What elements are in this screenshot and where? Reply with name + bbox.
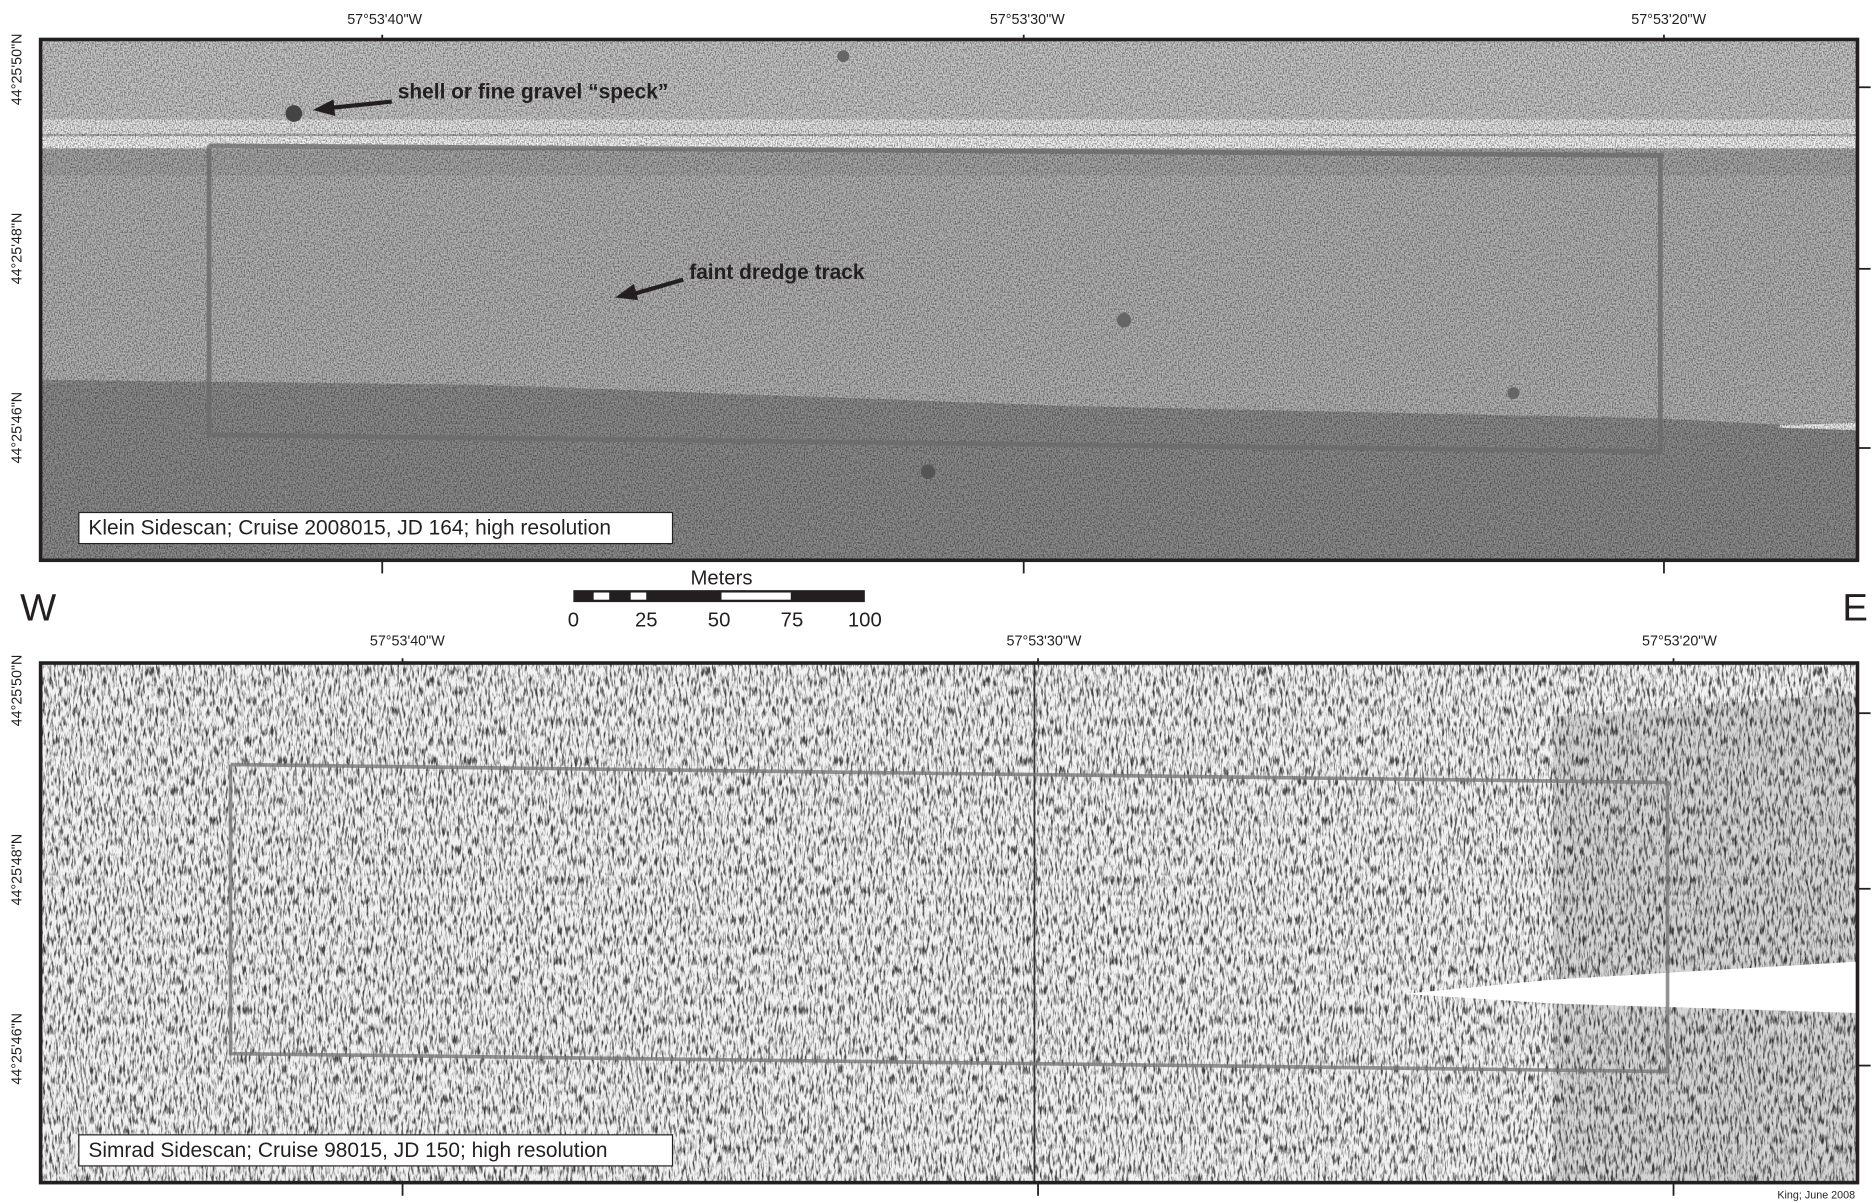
- scale-tick-label: 100: [848, 610, 882, 632]
- figure: 57°53'40"W 57°53'30"W 57°53'20"W 44°25'50"N…: [0, 0, 1873, 1203]
- annotation: faint dredge track: [689, 261, 865, 284]
- longitude-label: 57°53'40"W: [370, 633, 445, 649]
- annotation: shell or fine gravel “speck”: [398, 81, 669, 104]
- longitude-label: 57°53'30"W: [990, 12, 1065, 28]
- longitude-label: 57°53'30"W: [1007, 633, 1082, 649]
- latitude-label: 44°25'48"N: [10, 834, 26, 906]
- scale-tick-label: 50: [708, 610, 731, 632]
- longitude-label: 57°53'20"W: [1642, 633, 1717, 649]
- latitude-label: 44°25'46"N: [10, 1013, 26, 1085]
- klein-image: [41, 39, 1858, 560]
- latitude-label: 44°25'50"N: [10, 33, 26, 105]
- latitude-label: 44°25'46"N: [10, 392, 26, 464]
- latitude-label: 44°25'48"N: [10, 213, 26, 285]
- scale-bar: [573, 590, 864, 602]
- panel-caption: Klein Sidescan; Cruise 2008015, JD 164; …: [88, 517, 611, 540]
- page: 57°53'40"W 57°53'30"W 57°53'20"W 44°25'50"N…: [0, 0, 1873, 1203]
- scale-unit: Meters: [690, 568, 752, 590]
- direction-east: E: [1842, 587, 1867, 630]
- direction-west: W: [20, 587, 56, 630]
- credit: King; June 2008: [1777, 1190, 1855, 1202]
- scale-tick-label: 25: [635, 610, 658, 632]
- scale-tick-label: 0: [568, 610, 579, 632]
- scale-tick-label: 75: [781, 610, 804, 632]
- panel-caption: Simrad Sidescan; Cruise 98015, JD 150; h…: [88, 1139, 607, 1162]
- latitude-label: 44°25'50"N: [10, 655, 26, 727]
- longitude-label: 57°53'20"W: [1631, 12, 1706, 28]
- simrad-image: [41, 663, 1858, 1183]
- longitude-label: 57°53'40"W: [347, 12, 422, 28]
